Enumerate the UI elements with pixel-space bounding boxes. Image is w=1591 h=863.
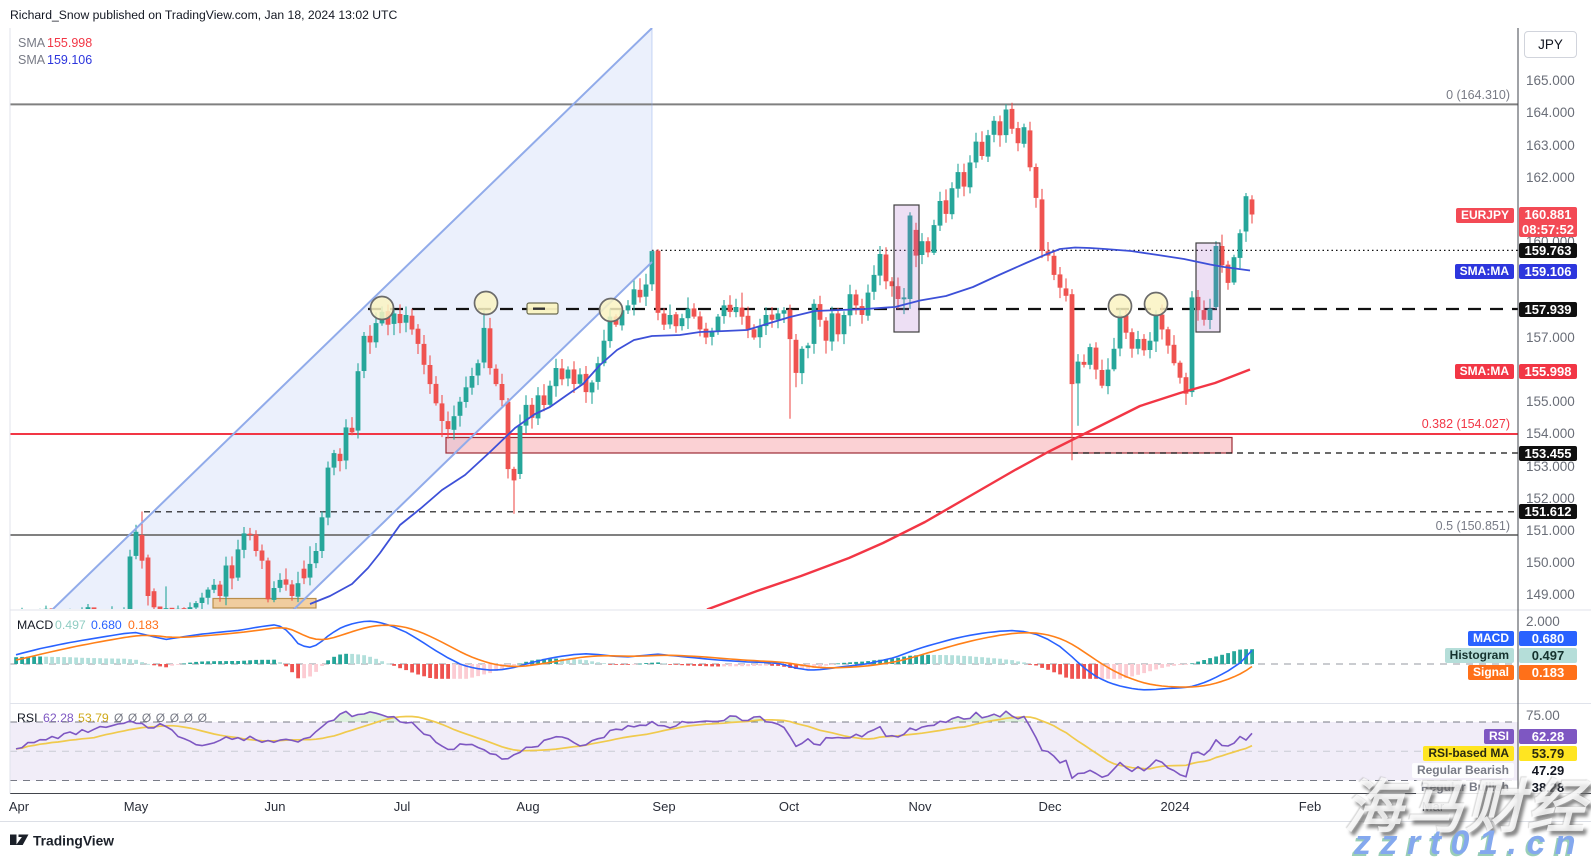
svg-text:Jun: Jun [265,799,286,814]
svg-text:Sep: Sep [652,799,675,814]
svg-text:Nov: Nov [908,799,932,814]
svg-text:TradingView: TradingView [33,834,114,849]
svg-text:Mar: Mar [1422,799,1445,814]
svg-text:Dec: Dec [1038,799,1062,814]
svg-text:Oct: Oct [779,799,800,814]
svg-text:Apr: Apr [9,799,30,814]
svg-text:Feb: Feb [1299,799,1321,814]
svg-text:May: May [124,799,149,814]
svg-text:Jul: Jul [394,799,411,814]
svg-text:Aug: Aug [516,799,539,814]
svg-text:2024: 2024 [1161,799,1190,814]
